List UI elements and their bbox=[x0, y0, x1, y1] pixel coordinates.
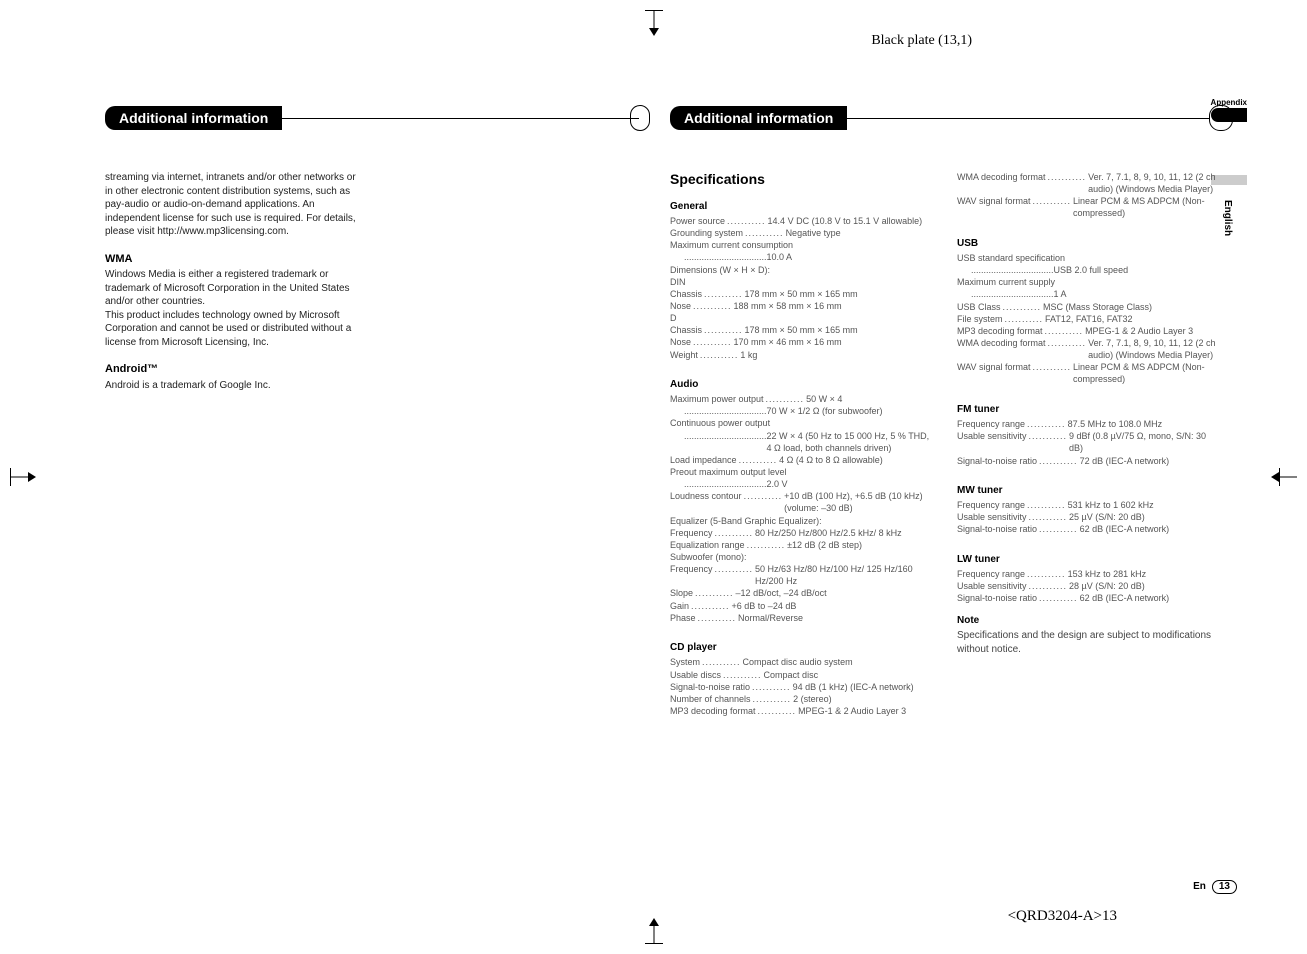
section-header-left: Additional information bbox=[105, 105, 650, 131]
general-heading: General bbox=[670, 201, 935, 214]
section-header-right: Additional information bbox=[670, 105, 1222, 131]
footer-lang: En bbox=[1193, 881, 1206, 894]
android-heading: Android™ bbox=[105, 363, 650, 377]
mw-list: Frequency range ........... 531 kHz to 1… bbox=[957, 499, 1222, 535]
spec-col-2: WMA decoding format ........... Ver. 7, … bbox=[957, 171, 1222, 717]
crop-mark-right bbox=[1279, 468, 1297, 486]
fm-list: Frequency range ........... 87.5 MHz to … bbox=[957, 418, 1222, 467]
crop-mark-left bbox=[10, 468, 28, 486]
cd-tail-list: WMA decoding format ........... Ver. 7, … bbox=[957, 171, 1222, 220]
cd-list: System ........... Compact disc audio sy… bbox=[670, 656, 935, 717]
mw-heading: MW tuner bbox=[957, 485, 1222, 498]
spec-col-1: Specifications General Power source ....… bbox=[670, 171, 935, 717]
general-list: Power source ........... 14.4 V DC (10.8… bbox=[670, 215, 935, 361]
audio-list: Maximum power output ........... 50 W × … bbox=[670, 393, 935, 624]
note-para: Specifications and the design are subjec… bbox=[957, 629, 1222, 656]
footer-page: En 13 bbox=[1193, 880, 1237, 895]
note-heading: Note bbox=[957, 615, 1222, 628]
intro-para: streaming via internet, intranets and/or… bbox=[105, 171, 365, 239]
footer-code: <QRD3204-A>13 bbox=[1008, 907, 1117, 926]
usb-heading: USB bbox=[957, 238, 1222, 251]
specs-heading: Specifications bbox=[670, 171, 935, 189]
footer-page-num: 13 bbox=[1212, 880, 1237, 895]
lw-list: Frequency range ........... 153 kHz to 2… bbox=[957, 568, 1222, 604]
crop-mark-top bbox=[645, 10, 663, 28]
wma-para: Windows Media is either a registered tra… bbox=[105, 268, 365, 349]
android-para: Android is a trademark of Google Inc. bbox=[105, 379, 365, 393]
section-title-right: Additional information bbox=[670, 106, 847, 130]
section-title: Additional information bbox=[105, 106, 282, 130]
lw-heading: LW tuner bbox=[957, 554, 1222, 567]
fm-heading: FM tuner bbox=[957, 404, 1222, 417]
wma-heading: WMA bbox=[105, 253, 650, 267]
crop-mark-bottom bbox=[645, 926, 663, 944]
cd-heading: CD player bbox=[670, 642, 935, 655]
plate-label: Black plate (13,1) bbox=[871, 32, 972, 50]
usb-list: USB standard specification..............… bbox=[957, 252, 1222, 386]
audio-heading: Audio bbox=[670, 379, 935, 392]
